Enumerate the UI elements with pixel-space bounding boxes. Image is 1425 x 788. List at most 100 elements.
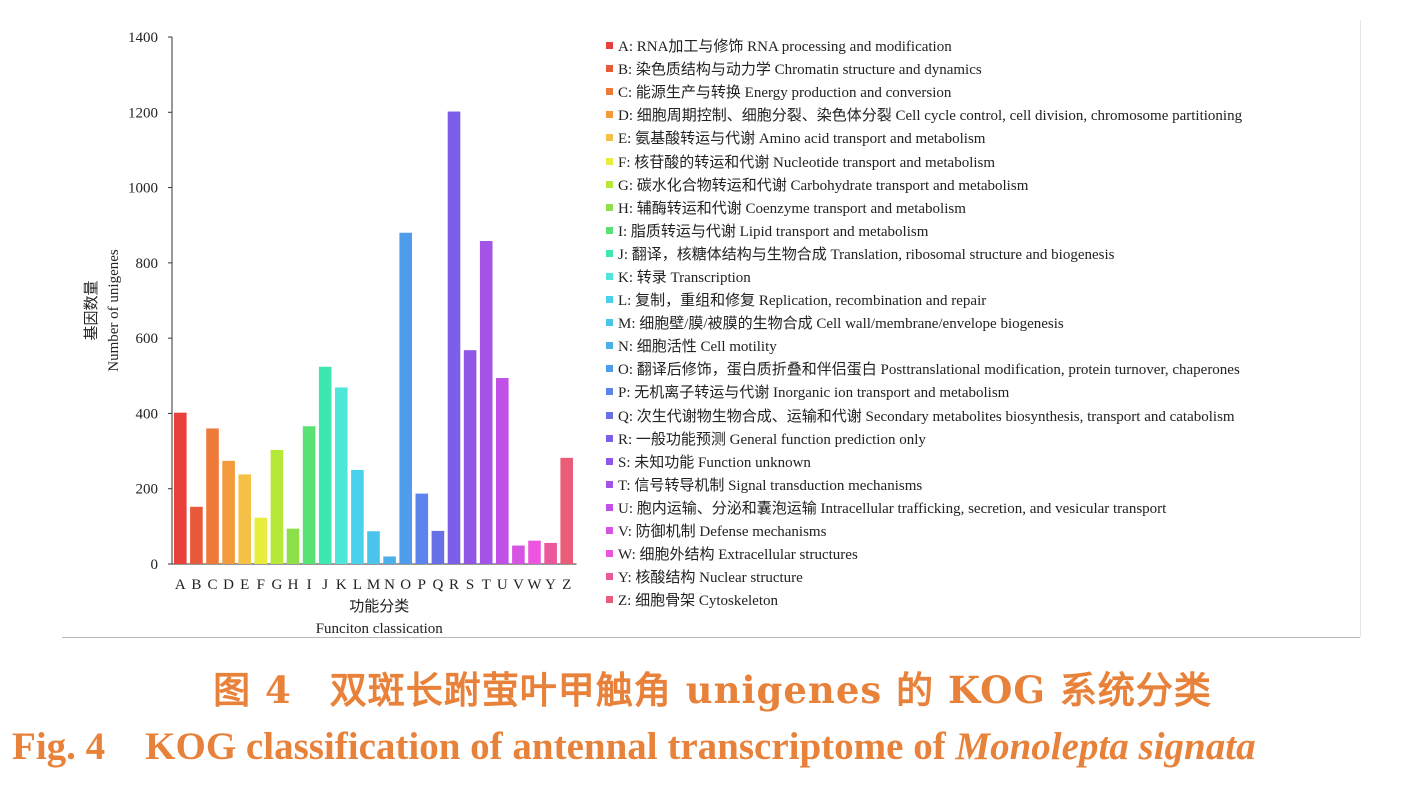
x-tick-label: O: [400, 577, 411, 593]
legend-item: Z: 细胞骨架 Cytoskeleton: [606, 588, 1406, 611]
legend-label: D: 细胞周期控制、细胞分裂、染色体分裂 Cell cycle control,…: [618, 108, 1243, 125]
legend-swatch: [606, 527, 613, 535]
bar-R: [447, 111, 461, 564]
legend-swatch: [606, 550, 613, 558]
x-tick-label: H: [288, 577, 299, 593]
x-tick-label: I: [307, 577, 312, 593]
legend-swatch: [606, 249, 613, 257]
x-tick-label: A: [175, 577, 186, 593]
chart-legend: A: RNA加工与修饰 RNA processing and modificat…: [606, 34, 1406, 611]
x-tick-label: P: [418, 577, 426, 593]
legend-swatch: [606, 503, 613, 511]
legend-label: G: 碳水化合物转运和代谢 Carbohydrate transport and…: [618, 177, 1029, 194]
bar-M: [367, 531, 380, 564]
legend-item: Y: 核酸结构 Nuclear structure: [606, 565, 1406, 588]
legend-item: Q: 次生代谢物生物合成、运输和代谢 Secondary metabolites…: [606, 404, 1406, 427]
bar-Z: [560, 457, 573, 564]
legend-swatch: [606, 272, 613, 280]
figure-caption-en: Fig. 4 KOG classification of antennal tra…: [12, 724, 1256, 769]
x-tick-label: T: [482, 577, 491, 593]
x-tick-label: E: [240, 577, 249, 593]
legend-item: O: 翻译后修饰，蛋白质折叠和伴侣蛋白 Posttranslational mo…: [606, 357, 1406, 380]
figure-number: Fig. 4: [12, 725, 106, 768]
legend-item: T: 信号转导机制 Signal transduction mechanisms: [606, 473, 1406, 496]
x-tick-label: J: [322, 577, 328, 593]
legend-label: R: 一般功能预测 General function prediction on…: [618, 431, 926, 448]
legend-swatch: [606, 226, 613, 234]
bar-B: [190, 506, 203, 564]
bar-Q: [431, 530, 445, 564]
legend-label: N: 细胞活性 Cell motility: [618, 339, 777, 356]
legend-swatch: [606, 411, 613, 419]
legend-label: M: 细胞壁/膜/被膜的生物合成 Cell wall/membrane/enve…: [618, 316, 1064, 333]
bar-T: [479, 241, 493, 564]
bar-U: [496, 378, 509, 564]
bar-F: [254, 517, 268, 564]
bar-G: [270, 449, 284, 564]
y-tick-label: 1200: [128, 105, 158, 121]
legend-label: K: 转录 Transcription: [618, 269, 751, 286]
legend-swatch: [606, 480, 613, 488]
y-tick-label: 1000: [128, 181, 158, 197]
x-tick-label: G: [271, 577, 282, 593]
legend-label: S: 未知功能 Function unknown: [618, 454, 811, 471]
bar-J: [318, 366, 332, 564]
legend-item: I: 脂质转运与代谢 Lipid transport and metabolis…: [606, 219, 1406, 242]
legend-swatch: [606, 134, 613, 142]
x-tick-label: V: [513, 577, 524, 593]
y-tick-label: 600: [136, 331, 159, 347]
legend-swatch: [606, 296, 613, 304]
bar-K: [335, 387, 348, 564]
legend-item: E: 氨基酸转运与代谢 Amino acid transport and met…: [606, 126, 1406, 149]
legend-swatch: [606, 388, 613, 396]
legend-swatch: [606, 342, 613, 350]
legend-item: K: 转录 Transcription: [606, 265, 1406, 288]
x-tick-label: Z: [562, 577, 571, 593]
panel-edge: [1360, 20, 1361, 637]
x-tick-label: N: [384, 577, 395, 593]
bar-A: [174, 412, 187, 564]
legend-item: S: 未知功能 Function unknown: [606, 450, 1406, 473]
legend-swatch: [606, 111, 613, 119]
legend-swatch: [606, 180, 613, 188]
legend-label: P: 无机离子转运与代谢 Inorganic ion transport and…: [618, 385, 1010, 402]
bar-L: [351, 469, 364, 564]
bar-S: [463, 350, 477, 564]
legend-label: I: 脂质转运与代谢 Lipid transport and metabolis…: [618, 223, 929, 240]
legend-swatch: [606, 434, 613, 442]
figure-caption-cn: 图 4 双斑长跗萤叶甲触角 unigenes 的 KOG 系统分类: [213, 668, 1212, 712]
legend-label: J: 翻译，核糖体结构与生物合成 Translation, ribosomal …: [618, 246, 1115, 263]
y-tick-label: 0: [151, 557, 159, 573]
bar-N: [383, 556, 396, 564]
figure-caption-text: KOG classification of antennal transcrip…: [145, 725, 956, 768]
x-axis-label-cn: 功能分类: [349, 598, 409, 615]
x-tick-label: F: [257, 577, 265, 593]
bar-V: [512, 545, 525, 564]
legend-label: A: RNA加工与修饰 RNA processing and modificat…: [618, 39, 952, 56]
legend-item: A: RNA加工与修饰 RNA processing and modificat…: [606, 34, 1406, 57]
legend-label: B: 染色质结构与动力学 Chromatin structure and dyn…: [618, 62, 982, 79]
legend-item: F: 核苷酸的转运和代谢 Nucleotide transport and me…: [606, 149, 1406, 172]
x-tick-label: Q: [432, 577, 443, 593]
bar-E: [238, 474, 251, 564]
legend-swatch: [606, 457, 613, 465]
x-tick-label: R: [449, 577, 459, 593]
y-axis-label-cn: 基因数量: [83, 280, 100, 340]
legend-item: U: 胞内运输、分泌和囊泡运输 Intracellular traffickin…: [606, 496, 1406, 519]
x-tick-label: L: [353, 577, 362, 593]
bar-Y: [544, 542, 557, 564]
y-tick-label: 1400: [128, 30, 158, 46]
legend-item: M: 细胞壁/膜/被膜的生物合成 Cell wall/membrane/enve…: [606, 311, 1406, 334]
figure-divider: [62, 637, 1360, 638]
x-tick-label: W: [527, 577, 542, 593]
bar-W: [528, 540, 541, 564]
bar-I: [302, 426, 316, 564]
species-name: Monolepta signata: [955, 725, 1256, 768]
y-tick-label: 200: [136, 482, 159, 498]
legend-label: L: 复制，重组和修复 Replication, recombination a…: [618, 293, 987, 310]
legend-swatch: [606, 42, 613, 50]
legend-swatch: [606, 365, 613, 373]
legend-label: F: 核苷酸的转运和代谢 Nucleotide transport and me…: [618, 154, 996, 171]
legend-item: B: 染色质结构与动力学 Chromatin structure and dyn…: [606, 57, 1406, 80]
legend-item: R: 一般功能预测 General function prediction on…: [606, 427, 1406, 450]
